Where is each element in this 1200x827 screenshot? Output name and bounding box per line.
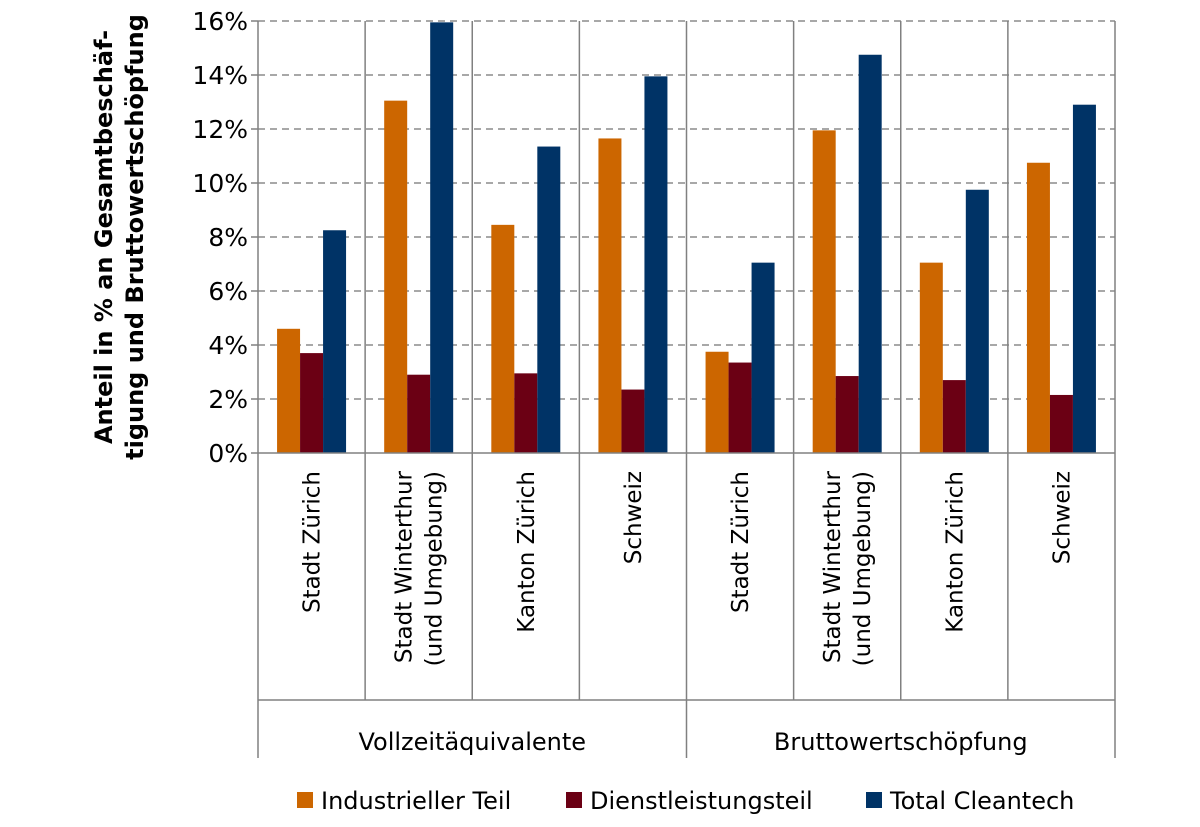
y-axis-label-line: Anteil in % an Gesamtbeschäf- [90,30,118,444]
group-labels: Vollzeitäquivalente Bruttowertschöpfung [358,728,1027,756]
y-tick-label: 4% [208,331,248,360]
y-axis-label-line: tigung und Bruttowertschöpfung [121,14,149,460]
bar [812,130,836,453]
category-label: Stadt Zürich [728,471,754,613]
category-label: Stadt Zürich [300,471,326,613]
y-tick-labels: 0% 2% 4% 6% 8% 10% 12% 14% 16% [192,7,248,468]
legend-label: Dienstleistungsteil [590,787,813,815]
y-tick-label: 0% [208,439,248,468]
bar [728,362,752,453]
bar [430,22,454,453]
bar [1072,104,1096,453]
bar [835,376,859,453]
legend: Industrieller Teil Dienstleistungsteil Tot… [297,787,1074,815]
bar [858,54,882,453]
y-axis-label: Anteil in % an Gesamtbeschäf-tigung und … [90,14,149,460]
bar [751,262,775,453]
bar [537,146,561,454]
bar [1026,162,1050,453]
group-label: Vollzeitäquivalente [358,728,586,756]
category-label: Stadt Winterthur [820,470,846,663]
group-label: Bruttowertschöpfung [774,728,1028,756]
bar [965,189,989,453]
category-label: Stadt Winterthur [392,470,418,663]
bar [705,351,729,453]
y-tick-label: 12% [192,115,248,144]
y-tick-label: 10% [192,169,248,198]
bar [491,224,515,453]
bar [919,262,943,453]
legend-swatch [297,792,313,808]
y-tick-label: 6% [208,277,248,306]
bar [598,138,622,453]
legend-label: Industrieller Teil [321,787,511,815]
category-label: Schweiz [621,471,647,564]
y-tick-label: 16% [192,7,248,36]
category-label: Kanton Zürich [514,471,540,633]
category-label: (und Umgebung) [850,471,876,666]
bar [621,389,645,453]
axes [251,20,1116,758]
bar [323,230,347,453]
bar [1049,394,1073,453]
legend-label: Total Cleantech [889,787,1074,815]
category-label: Schweiz [1049,471,1075,564]
y-tick-label: 14% [192,61,248,90]
bar [300,353,324,453]
bar [384,100,408,454]
bars [277,22,1096,454]
legend-swatch [866,792,882,808]
category-label: Kanton Zürich [942,471,968,633]
bar [514,373,538,453]
bar [407,374,431,453]
category-labels: Stadt Zürich Stadt Winterthur (und Umgebun… [300,470,1076,666]
bar [644,76,668,453]
category-label: (und Umgebung) [422,471,448,666]
y-tick-label: 8% [208,223,248,252]
bar [277,328,301,453]
y-tick-label: 2% [208,385,248,414]
bar [942,380,966,453]
legend-swatch [566,792,582,808]
